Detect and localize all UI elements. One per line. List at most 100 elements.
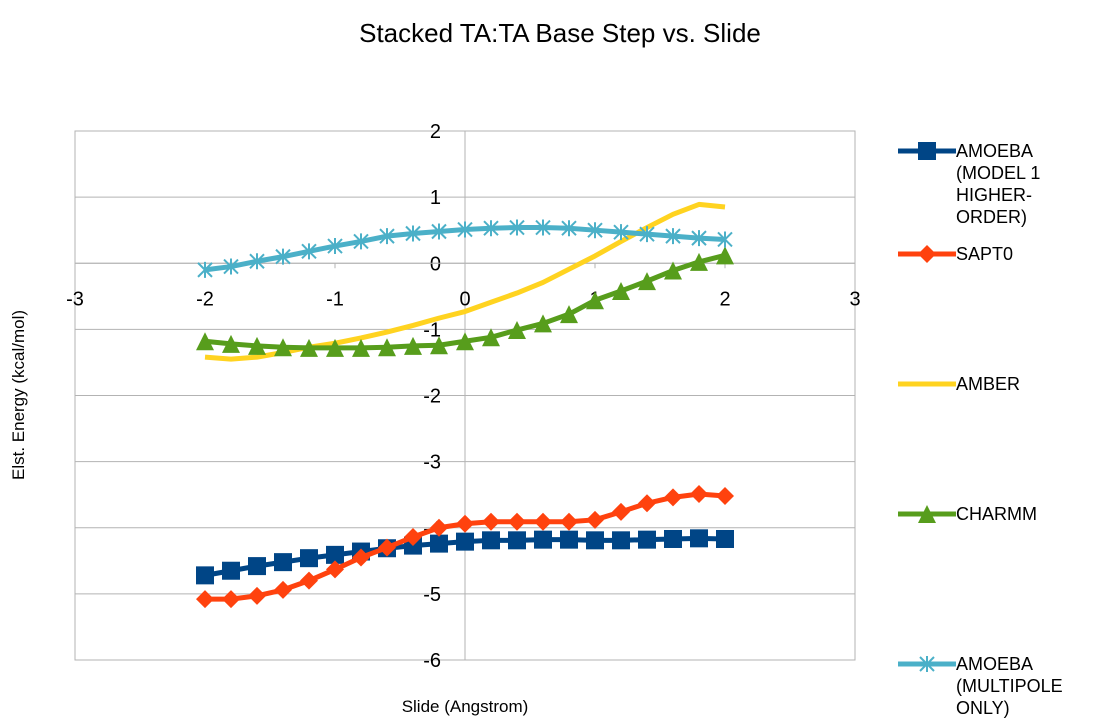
marker [612,282,630,301]
x-tick-label: -2 [196,288,214,310]
y-tick-label: 2 [430,121,441,143]
marker [918,245,936,263]
marker [561,220,577,237]
chart-title: Stacked TA:TA Base Step vs. Slide [359,18,761,48]
marker [690,485,708,504]
marker [326,338,344,357]
y-tick-label: -2 [423,386,441,408]
marker [560,530,578,549]
marker [482,512,500,531]
marker [353,233,369,250]
marker [300,549,318,568]
marker [456,532,474,551]
marker [327,238,343,255]
marker [300,338,318,357]
marker [457,221,473,238]
marker [717,231,733,248]
marker [534,512,552,531]
marker [404,336,422,355]
marker [483,220,499,237]
y-tick-label: -1 [423,319,441,341]
marker [248,557,266,576]
marker [509,219,525,236]
series [196,246,734,357]
legend-label: AMOEBA (MODEL 1 HIGHER-ORDER) [956,141,1041,227]
marker [404,528,422,547]
marker [222,561,240,580]
marker [274,580,292,599]
marker [918,142,936,160]
marker [379,228,395,245]
x-tick-label: 0 [459,288,470,310]
marker [690,529,708,548]
marker [665,228,681,245]
legend-swatch [898,505,956,523]
y-tick-label: 1 [430,187,441,209]
marker [301,243,317,260]
marker [223,258,239,275]
legend-label: SAPT0 [956,244,1014,264]
legend-swatch [898,142,956,160]
marker [196,590,214,609]
marker [431,223,447,240]
marker [274,553,292,572]
marker [691,230,707,247]
legend-swatch [898,245,956,263]
marker [222,590,240,609]
marker [196,332,214,351]
x-tick-label: -3 [66,288,84,310]
marker [560,512,578,531]
marker [587,222,603,239]
x-axis-label: Slide (Angstrom) [402,697,529,716]
marker [352,338,370,357]
marker [326,545,344,564]
y-tick-label: -3 [423,452,441,474]
marker [638,494,656,513]
marker [534,314,552,333]
marker [248,336,266,355]
marker [716,246,734,265]
marker [586,510,604,529]
y-tick-label: -5 [423,584,441,606]
marker [508,321,526,340]
marker [378,538,396,557]
marker [482,328,500,347]
x-tick-label: 3 [849,288,860,310]
legend-swatch [898,381,956,387]
marker [612,502,630,521]
marker [508,531,526,550]
marker [534,530,552,549]
x-tick-label: 2 [719,288,730,310]
series [196,485,734,609]
marker [274,338,292,357]
marker [378,338,396,357]
marker [586,531,604,550]
y-tick-label: -6 [423,650,441,672]
legend-label: CHARMM [956,504,1037,524]
marker [430,518,448,537]
marker [196,566,214,585]
marker [405,225,421,242]
marker [248,586,266,605]
marker [639,226,655,243]
legend-label: AMOEBA (MULTIPOLE ONLY) [956,654,1063,718]
marker [275,248,291,265]
x-tick-label: -1 [326,288,344,310]
marker [690,252,708,271]
marker [249,253,265,270]
y-axis-label: Elst. Energy (kcal/mol) [9,310,28,480]
marker [716,529,734,548]
marker [535,219,551,236]
marker [918,505,936,523]
marker [586,291,604,310]
marker [612,531,630,550]
marker [508,512,526,531]
marker [456,514,474,533]
marker [326,560,344,579]
marker [664,261,682,280]
marker [638,530,656,549]
marker [300,571,318,590]
y-tick-label: 0 [430,253,441,275]
